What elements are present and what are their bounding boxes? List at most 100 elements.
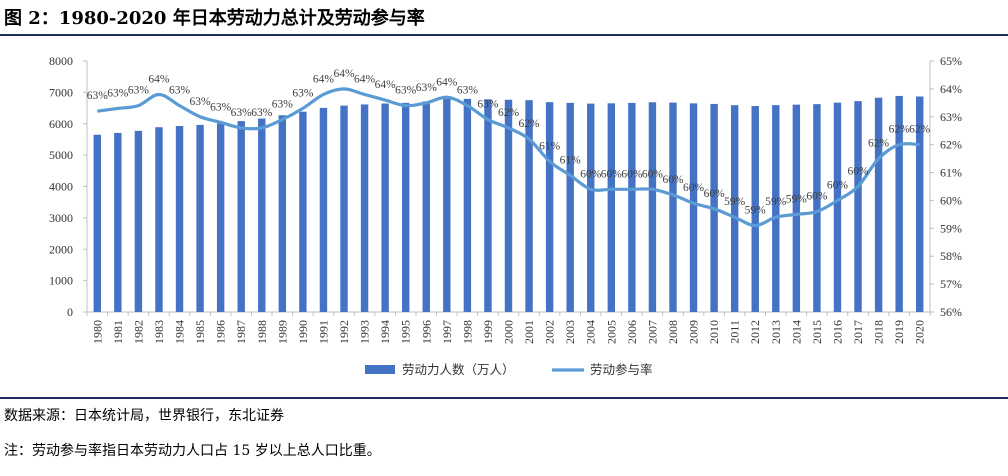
x-tick-label: 2020 [913,320,927,344]
y-left-tick-label: 1000 [49,274,73,288]
y-left-tick-label: 2000 [49,242,73,256]
labor-force-bar [525,100,533,312]
labor-force-bar [258,118,266,312]
labor-force-bar [833,102,842,312]
y-left-tick-label: 6000 [49,117,73,131]
participation-data-label: 60% [662,174,684,186]
y-right-tick-label: 60% [940,193,962,207]
participation-data-label: 63% [251,107,273,119]
participation-data-label: 59% [765,196,787,208]
participation-data-label: 63% [395,85,417,97]
participation-data-label: 63% [87,90,109,102]
x-tick-label: 1995 [399,320,413,344]
labor-force-bar [299,111,307,313]
x-tick-label: 2008 [666,320,680,344]
x-tick-label: 2011 [728,320,742,344]
participation-data-label: 62% [519,118,541,130]
x-tick-label: 1993 [358,320,372,344]
participation-data-label: 64% [148,73,170,85]
x-tick-label: 1980 [90,320,104,344]
labor-force-bar [813,104,821,312]
participation-data-label: 64% [436,76,458,88]
x-tick-label: 1986 [214,320,228,344]
legend-bar-swatch [365,365,395,374]
legend-bar-label: 劳动力人数（万人） [402,362,515,377]
participation-data-label: 63% [292,87,314,99]
x-tick-label: 2010 [707,320,721,344]
chart-axes: 0 1000 2000 3000 4000 5000 6000 7000 8000 56% 57% 5… [49,54,962,344]
x-tick-label: 2003 [563,320,577,344]
participation-data-label: 60% [580,168,602,180]
labor-force-bar [381,103,389,312]
participation-data-label: 60% [601,168,623,180]
y-right-tick-label: 64% [940,82,962,96]
participation-data-label: 63% [107,87,129,99]
labor-force-bar [134,130,143,312]
x-tick-label: 2002 [543,320,557,344]
x-tick-label: 1992 [337,320,351,344]
participation-rate-line [97,87,920,228]
x-tick-label: 1996 [419,320,433,344]
x-tick-label: 1984 [173,320,187,344]
participation-data-label: 63% [210,101,232,113]
x-tick-label: 1983 [152,320,166,344]
labor-chart: 0 1000 2000 3000 4000 5000 6000 7000 8000 56% 57% 5… [49,54,962,377]
participation-data-label: 63% [169,85,191,97]
x-tick-label: 2007 [645,320,659,344]
participation-data-label: 63% [272,99,294,111]
participation-data-label: 59% [745,205,767,217]
y-left-tick-label: 8000 [49,54,73,68]
participation-data-label: 59% [786,193,808,205]
y-right-tick-label: 58% [940,249,962,263]
x-tick-label: 2015 [810,320,824,344]
x-tick-label: 1987 [234,320,248,344]
labor-force-bar [401,102,410,312]
x-tick-label: 2001 [522,320,536,344]
participation-data-label: 64% [354,73,376,85]
y-right-tick-label: 56% [940,305,962,319]
y-right-tick-label: 57% [940,277,962,291]
x-tick-label: 1998 [460,320,474,344]
y-left-tick-label: 4000 [49,180,73,194]
labor-force-bar [648,102,657,313]
x-tick-label: 2005 [604,320,618,344]
x-tick-label: 2017 [851,320,865,344]
labor-force-bar [360,104,369,312]
x-tick-label: 1994 [378,320,392,344]
labor-force-bar [772,105,780,312]
labor-force-bar [278,115,287,312]
participation-data-label: 62% [498,107,520,119]
participation-data-label: 62% [909,124,931,136]
labor-force-bar [751,106,759,312]
chart-legend: 劳动力人数（万人） 劳动参与率 [365,362,653,377]
x-tick-label: 1989 [275,320,289,344]
labor-force-bar [854,101,862,312]
participation-data-label: 63% [190,96,212,108]
labor-force-bar [916,96,924,312]
labor-force-bar [463,98,472,312]
x-tick-label: 2013 [769,320,783,344]
y-left-tick-label: 0 [67,305,73,319]
legend-line-label: 劳动参与率 [590,362,653,377]
labor-force-bar [422,101,430,312]
labor-force-bar [628,102,636,313]
y-right-tick-label: 61% [940,166,962,180]
y-right-tick-label: 62% [940,138,962,152]
participation-data-label: 63% [231,107,253,119]
labor-force-bar [155,127,163,312]
x-tick-label: 1997 [440,320,454,344]
participation-data-label: 61% [539,140,561,152]
labor-force-bar [93,134,101,312]
labor-force-bar [607,103,616,312]
title-rule [0,34,1008,36]
x-tick-label: 1981 [111,320,125,344]
x-tick-label: 2004 [584,320,598,344]
x-tick-label: 1988 [255,320,269,344]
participation-data-label: 59% [724,196,746,208]
x-tick-label: 2016 [830,320,844,344]
x-tick-label: 1991 [316,320,330,344]
y-left-tick-label: 3000 [49,211,73,225]
labor-force-bar [484,99,492,313]
labor-force-bar [730,105,739,313]
x-tick-label: 2006 [625,320,639,344]
